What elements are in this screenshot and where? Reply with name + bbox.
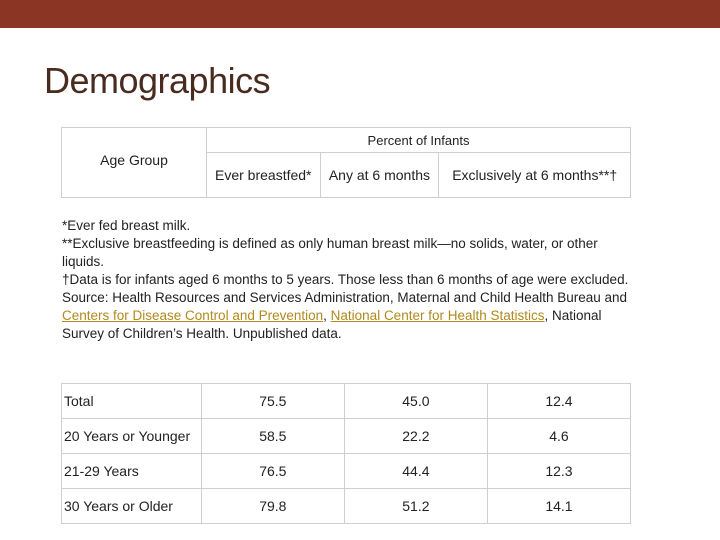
footnote-source: Source: Health Resources and Services Ad…	[62, 289, 632, 343]
exclusive-6-months-value: 4.6	[486, 418, 632, 454]
table-row: Total 75.5 45.0 12.4	[61, 383, 632, 419]
any-6-months-value: 45.0	[343, 383, 488, 419]
source-prefix: Source: Health Resources and Services Ad…	[62, 290, 628, 305]
ever-breastfed-header: Ever breastfed*	[206, 152, 321, 198]
row-label: Total	[61, 383, 202, 419]
footnote-ever-fed: *Ever fed breast milk.	[62, 218, 191, 233]
table-header: Age Group Percent of Infants Ever breast…	[61, 127, 631, 198]
row-label: 20 Years or Younger	[61, 418, 202, 454]
source-separator: ,	[323, 308, 331, 323]
row-label: 30 Years or Older	[61, 488, 202, 524]
footnote-age-range: †Data is for infants aged 6 months to 5 …	[62, 272, 629, 287]
cdc-link[interactable]: Centers for Disease Control and Preventi…	[62, 308, 324, 323]
percent-of-infants-header: Percent of Infants	[206, 127, 631, 153]
exclusive-6-months-value: 12.4	[486, 383, 632, 419]
table-row: 20 Years or Younger 58.5 22.2 4.6	[61, 418, 632, 454]
any-6-months-value: 22.2	[343, 418, 488, 454]
ever-breastfed-value: 76.5	[200, 453, 345, 489]
nchs-link[interactable]: National Center for Health Statistics	[330, 308, 545, 323]
source-suffix: , National Survey of Children’s Health. …	[62, 308, 602, 341]
footnotes: *Ever fed breast milk. **Exclusive breas…	[62, 217, 632, 343]
slide-title: Demographics	[44, 60, 271, 101]
footnote-exclusive: **Exclusive breastfeeding is defined as …	[62, 236, 598, 269]
table-row: 21-29 Years 76.5 44.4 12.3	[61, 453, 632, 489]
row-label: 21-29 Years	[61, 453, 202, 489]
any-6-months-value: 44.4	[343, 453, 488, 489]
age-group-header: Age Group	[61, 127, 207, 198]
ever-breastfed-value: 75.5	[200, 383, 345, 419]
top-accent-bar	[0, 0, 720, 28]
exclusive-6-months-value: 14.1	[486, 488, 632, 524]
exclusive-6-months-value: 12.3	[486, 453, 632, 489]
ever-breastfed-value: 58.5	[200, 418, 345, 454]
data-table: Total 75.5 45.0 12.4 20 Years or Younger…	[61, 383, 632, 524]
ever-breastfed-value: 79.8	[200, 488, 345, 524]
any-6-months-value: 51.2	[343, 488, 488, 524]
table-row: 30 Years or Older 79.8 51.2 14.1	[61, 488, 632, 524]
exclusive-6-months-header: Exclusively at 6 months**†	[438, 152, 631, 198]
any-6-months-header: Any at 6 months	[319, 152, 440, 198]
